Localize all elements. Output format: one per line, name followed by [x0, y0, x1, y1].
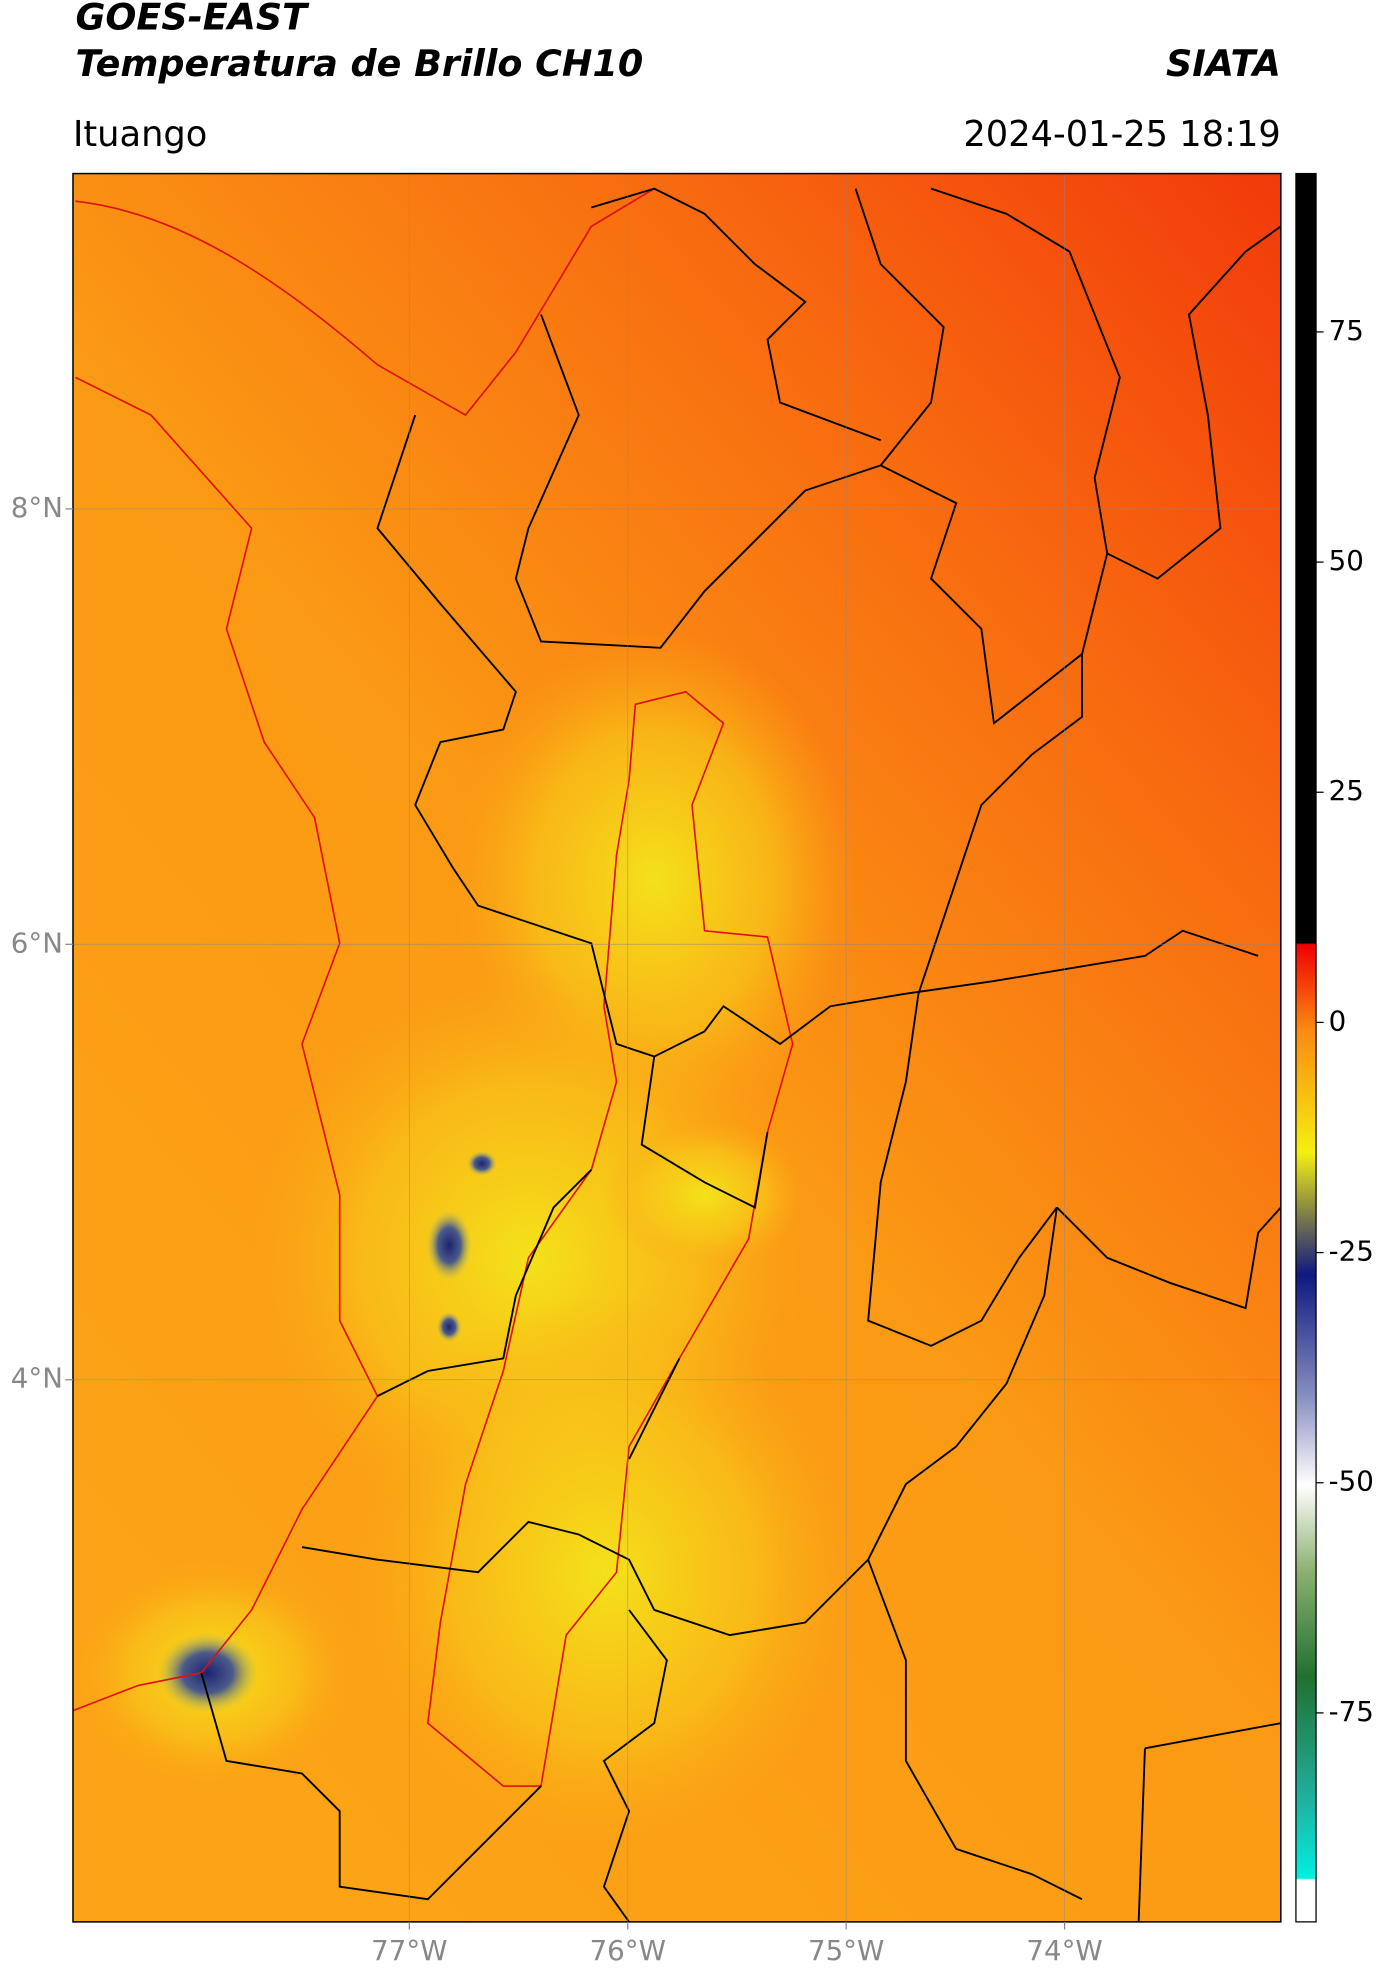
x-tick-label: 76°W: [590, 1934, 666, 1967]
coastline: [75, 187, 655, 417]
colorbar-tick-label: 0: [1329, 1004, 1347, 1037]
cold-cloud: [157, 1632, 258, 1714]
map-frame: [72, 172, 1282, 1923]
map: [72, 173, 1281, 1922]
y-tick-label: 4°N: [11, 1362, 63, 1395]
colorbar-tick-label: 50: [1329, 544, 1364, 577]
colorbar: [1295, 172, 1317, 1923]
title: GOES-EAST: [75, 0, 310, 38]
colorbar-tick-label: -75: [1329, 1695, 1374, 1728]
x-tick-label: 74°W: [1026, 1934, 1102, 1967]
x-tick-label: 75°W: [808, 1934, 884, 1967]
warm-area: [603, 1119, 806, 1271]
x-tick-label: 77°W: [371, 1934, 447, 1967]
cold-cloud: [436, 1311, 462, 1343]
colorbar-tick-label: -50: [1329, 1465, 1374, 1498]
colorbar-tick-label: 25: [1329, 774, 1364, 807]
y-tick-label: 6°N: [11, 926, 63, 959]
subtitle: Temperatura de Brillo CH10: [75, 42, 643, 85]
grid: [72, 173, 1281, 1922]
location: Ituango: [73, 114, 207, 155]
colorbar-tick-label: 75: [1329, 314, 1364, 347]
cold-cloud: [466, 1150, 497, 1177]
cold-cloud: [426, 1209, 472, 1281]
y-tick-label: 8°N: [11, 491, 63, 524]
coastline: [72, 376, 379, 1712]
borders: [200, 187, 1281, 1922]
region-outline: [426, 690, 794, 1787]
datetime: 2024-01-25 18:19: [963, 114, 1280, 155]
warm-area: [352, 1295, 856, 1849]
brand: SIATA: [1166, 42, 1281, 85]
colorbar-tick-label: -25: [1329, 1235, 1374, 1268]
